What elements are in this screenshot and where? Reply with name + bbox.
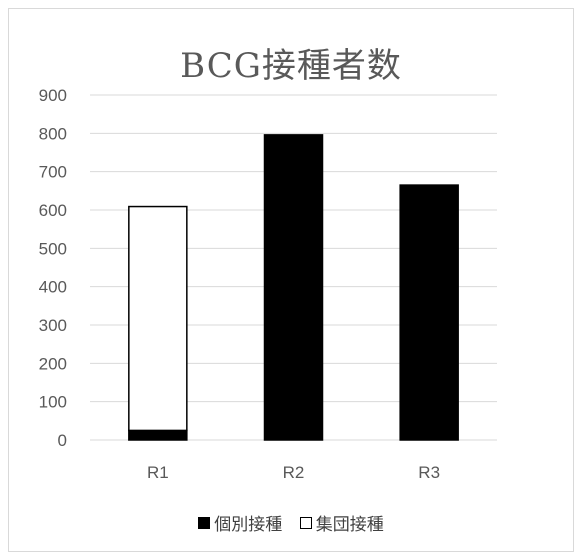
y-tick-label-500: 500 [39, 239, 67, 258]
y-tick-label-900: 900 [39, 86, 67, 105]
y-tick-label-400: 400 [39, 278, 67, 297]
bar-R3-series-0 [399, 184, 459, 441]
x-tick-label-R3: R3 [418, 463, 440, 482]
y-tick-label-300: 300 [39, 316, 67, 335]
y-tick-label-200: 200 [39, 354, 67, 373]
legend-item-kobetsu: 個別接種 [198, 510, 282, 535]
legend: 個別接種 集団接種 [0, 510, 582, 535]
chart-title: BCG接種者数 [180, 46, 402, 86]
legend-item-shudan: 集団接種 [299, 510, 384, 535]
legend-swatch-kobetsu [198, 516, 211, 529]
legend-swatch-shudan [299, 516, 312, 529]
y-tick-label-700: 700 [39, 163, 67, 182]
legend-label-shudan: 集団接種 [315, 515, 384, 535]
bar-R1-series-1 [128, 205, 188, 432]
x-tick-label-R2: R2 [283, 463, 305, 482]
legend-label-kobetsu: 個別接種 [214, 515, 283, 535]
y-tick-label-800: 800 [39, 124, 67, 143]
y-tick-label-0: 0 [58, 431, 67, 450]
y-tick-label-100: 100 [39, 393, 67, 412]
x-tick-label-R1: R1 [147, 463, 169, 482]
bar-R2-series-0 [263, 134, 324, 441]
y-tick-label-600: 600 [39, 201, 67, 220]
plot-area: 0 100 200 300 400 500 600 700 800 900 R1 R2 R3 [39, 86, 497, 482]
bar-R1-series-0 [128, 429, 188, 441]
